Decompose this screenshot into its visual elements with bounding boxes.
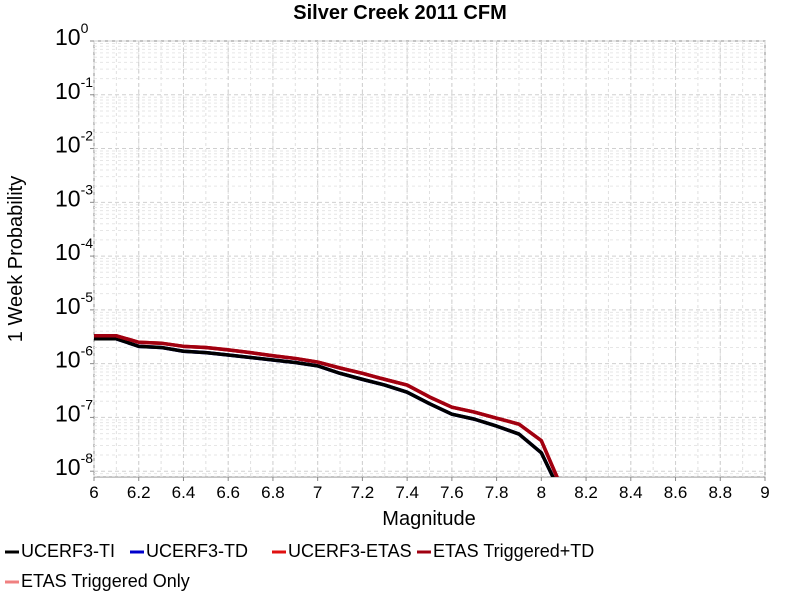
x-tick-label: 6.4 <box>172 483 196 502</box>
x-tick-label: 8.8 <box>708 483 732 502</box>
y-tick-base: 10 <box>55 454 81 480</box>
x-tick-label: 8.6 <box>664 483 688 502</box>
y-tick-exponent: -5 <box>81 289 94 305</box>
x-tick-label: 9 <box>760 483 769 502</box>
y-axis-label: 1 Week Probability <box>5 176 27 342</box>
x-axis-label: Magnitude <box>382 508 475 530</box>
y-tick-label: 10-8 <box>55 450 93 480</box>
y-tick-label: 10-3 <box>55 181 93 211</box>
y-tick-exponent: -4 <box>81 235 94 251</box>
y-tick-exponent: -8 <box>81 450 94 466</box>
x-tick-label: 7.4 <box>395 483 419 502</box>
y-tick-exponent: -7 <box>81 396 94 412</box>
x-tick-label: 7.2 <box>351 483 375 502</box>
series-line <box>94 334 559 477</box>
series-line <box>94 337 555 477</box>
y-tick-label: 10-1 <box>55 74 93 104</box>
legend-label: UCERF3-TI <box>21 541 115 561</box>
x-tick-label: 7.6 <box>440 483 464 502</box>
x-tick-label: 6.6 <box>216 483 240 502</box>
legend-label: UCERF3-ETAS <box>288 541 412 561</box>
y-tick-exponent: 0 <box>81 20 89 36</box>
y-tick-label: 10-5 <box>55 289 93 319</box>
x-tick-label: 8 <box>537 483 546 502</box>
y-tick-label: 10-7 <box>55 396 93 426</box>
y-tick-exponent: -6 <box>81 343 94 359</box>
legend-label: ETAS Triggered Only <box>21 571 190 591</box>
x-tick-label: 7 <box>313 483 322 502</box>
y-tick-label: 10-4 <box>55 235 93 265</box>
legend-label: ETAS Triggered+TD <box>433 541 594 561</box>
y-tick-label: 10-6 <box>55 343 93 373</box>
y-tick-base: 10 <box>55 185 81 211</box>
x-tick-label: 6 <box>89 483 98 502</box>
y-tick-base: 10 <box>55 347 81 373</box>
chart-title: Silver Creek 2011 CFM <box>293 2 506 24</box>
x-tick-label: 7.8 <box>485 483 509 502</box>
y-tick-exponent: -3 <box>81 181 94 197</box>
y-tick-base: 10 <box>55 293 81 319</box>
series <box>94 337 555 477</box>
x-tick-label: 8.2 <box>574 483 598 502</box>
y-tick-base: 10 <box>55 400 81 426</box>
y-tick-label: 100 <box>55 20 89 50</box>
y-tick-exponent: -1 <box>81 74 94 90</box>
series <box>94 334 559 477</box>
y-tick-label: 10-2 <box>55 128 93 158</box>
y-tick-exponent: -2 <box>81 128 94 144</box>
y-tick-base: 10 <box>55 132 81 158</box>
x-tick-label: 6.8 <box>261 483 285 502</box>
y-tick-base: 10 <box>55 239 81 265</box>
grid <box>93 40 766 477</box>
y-tick-base: 10 <box>55 24 81 50</box>
x-tick-label: 8.4 <box>619 483 643 502</box>
legend-label: UCERF3-TD <box>146 541 248 561</box>
x-tick-label: 6.2 <box>127 483 151 502</box>
y-tick-base: 10 <box>55 78 81 104</box>
